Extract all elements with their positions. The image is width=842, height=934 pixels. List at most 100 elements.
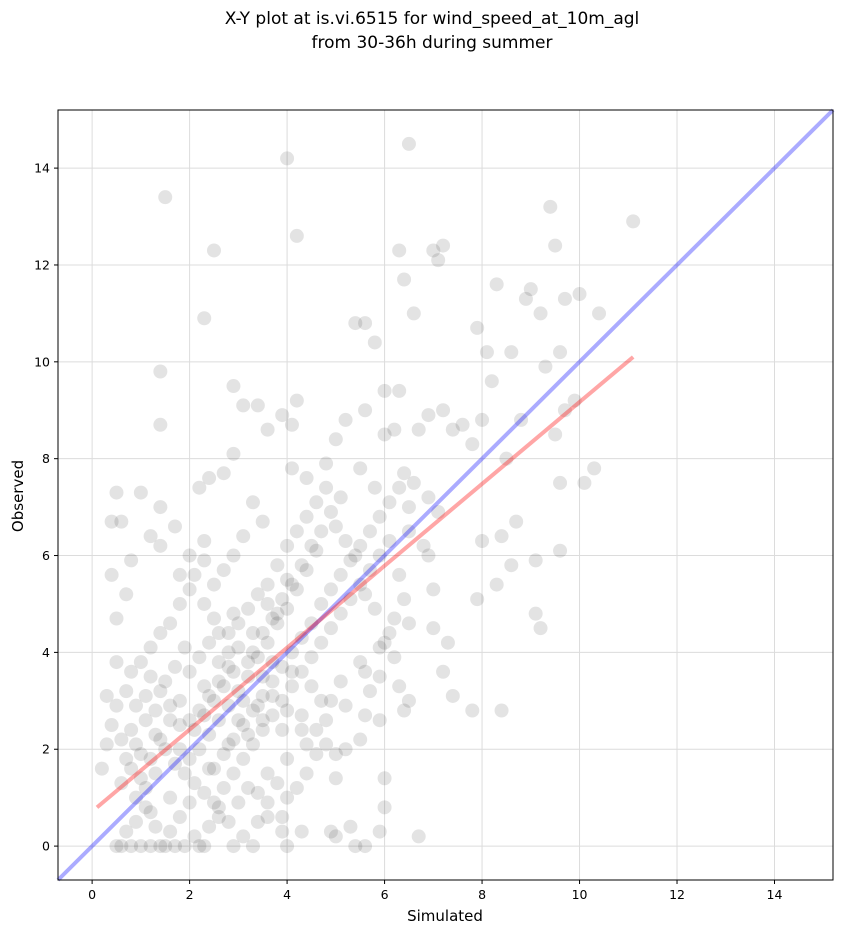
data-point (353, 732, 368, 747)
data-point (236, 751, 251, 766)
data-point (275, 810, 290, 825)
data-point (314, 524, 329, 539)
data-point (382, 534, 397, 549)
data-point (294, 664, 309, 679)
data-point (372, 548, 387, 563)
data-point (202, 761, 217, 776)
data-point (163, 824, 178, 839)
data-point (143, 839, 158, 854)
data-point (567, 393, 582, 408)
data-point (431, 253, 446, 268)
data-point (211, 713, 226, 728)
data-point (333, 490, 348, 505)
data-point (148, 703, 163, 718)
data-point (119, 587, 134, 602)
data-point (236, 398, 251, 413)
data-point (231, 616, 246, 631)
data-point (143, 529, 158, 544)
data-point (358, 587, 373, 602)
data-point (221, 659, 236, 674)
data-point (353, 577, 368, 592)
data-point (226, 379, 241, 394)
data-point (299, 509, 314, 524)
data-point (358, 316, 373, 331)
data-point (250, 398, 265, 413)
data-point (411, 829, 426, 844)
data-point (397, 272, 412, 287)
data-point (241, 669, 256, 684)
data-point (109, 698, 124, 713)
data-point (133, 771, 148, 786)
data-point (138, 780, 153, 795)
x-axis-label: Simulated (407, 907, 483, 925)
data-point (382, 495, 397, 510)
data-point (99, 737, 114, 752)
data-point (626, 214, 641, 229)
data-point (294, 558, 309, 573)
data-point (401, 136, 416, 151)
data-point (470, 592, 485, 607)
data-point (338, 742, 353, 757)
data-point (387, 650, 402, 665)
y-tick-label: 14 (34, 161, 50, 176)
data-point (182, 751, 197, 766)
data-point (119, 824, 134, 839)
data-point (572, 287, 587, 302)
data-point (255, 514, 270, 529)
data-point (124, 761, 139, 776)
data-point (431, 504, 446, 519)
data-point (236, 693, 251, 708)
data-point (387, 611, 402, 626)
data-point (319, 480, 334, 495)
y-tick-label: 12 (34, 257, 50, 272)
data-point (153, 364, 168, 379)
data-point (260, 635, 275, 650)
data-point (294, 708, 309, 723)
data-point (250, 698, 265, 713)
data-point (289, 524, 304, 539)
data-point (440, 635, 455, 650)
data-point (255, 626, 270, 641)
data-point (299, 471, 314, 486)
data-point (245, 737, 260, 752)
data-point (192, 839, 207, 854)
data-point (494, 703, 509, 718)
data-point (119, 751, 134, 766)
data-point (377, 383, 392, 398)
x-tick-label: 12 (669, 887, 685, 902)
y-tick-label: 6 (42, 548, 50, 563)
data-point (206, 693, 221, 708)
data-point (372, 640, 387, 655)
data-point (319, 713, 334, 728)
data-point (275, 693, 290, 708)
data-point (401, 500, 416, 515)
data-point (406, 306, 421, 321)
data-point (197, 679, 212, 694)
data-point (260, 810, 275, 825)
data-point (475, 412, 490, 427)
data-point (392, 679, 407, 694)
data-point (421, 490, 436, 505)
data-point (265, 674, 280, 689)
data-point (426, 621, 441, 636)
data-point (138, 800, 153, 815)
data-point (255, 713, 270, 728)
data-point (128, 737, 143, 752)
data-point (338, 534, 353, 549)
data-point (333, 674, 348, 689)
data-point (343, 553, 358, 568)
data-point (221, 737, 236, 752)
data-point (202, 727, 217, 742)
data-point (124, 664, 139, 679)
reference-lines (56, 108, 835, 882)
data-point (182, 664, 197, 679)
axis-ticks: 0 2 4 6 8 10 12 14 0 2 4 6 8 10 12 14 (34, 161, 782, 902)
data-point (372, 824, 387, 839)
data-point (489, 277, 504, 292)
data-point (367, 601, 382, 616)
data-point (109, 839, 124, 854)
data-point (543, 199, 558, 214)
data-point (177, 839, 192, 854)
data-point (284, 461, 299, 476)
data-point (328, 829, 343, 844)
